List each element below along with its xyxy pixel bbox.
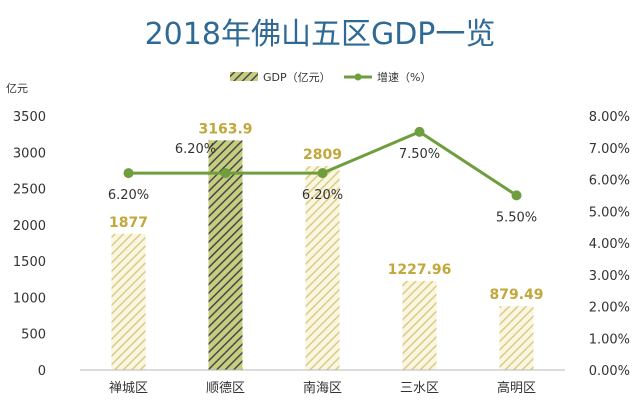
category-label: 顺德区 (206, 381, 245, 396)
gdp-value-label: 879.49 (489, 287, 543, 303)
y2-tick-label: 3.00% (589, 269, 630, 284)
y-tick-label: 500 (21, 328, 46, 343)
category-label: 禅城区 (109, 381, 148, 396)
gdp-bar (111, 233, 146, 370)
y2-tick-label: 8.00% (589, 110, 630, 125)
y-tick-label: 1000 (13, 291, 46, 306)
category-label: 高明区 (497, 380, 536, 396)
growth-point (414, 126, 425, 137)
growth-point (123, 168, 134, 179)
y-tick-label: 1500 (13, 255, 46, 270)
category-label: 三水区 (400, 381, 439, 396)
category-label: 南海区 (303, 380, 342, 396)
y-axis: 0 500 1000 1500 2000 2500 3000 3500 (13, 110, 46, 379)
gdp-bar (305, 166, 340, 370)
y2-tick-label: 5.00% (589, 205, 630, 220)
y2-tick-label: 7.00% (589, 142, 630, 157)
gdp-value-label: 3163.9 (198, 121, 252, 137)
growth-point (511, 190, 522, 201)
legend-gdp-swatch (230, 72, 258, 81)
gdp-bar (499, 306, 534, 370)
y-tick-label: 2000 (13, 219, 46, 234)
y2-axis: 0.00% 1.00% 2.00% 3.00% 4.00% 5.00% 6.00% 7.00%… (589, 110, 630, 379)
gdp-value-label: 1227.96 (388, 262, 452, 278)
growth-value-label: 6.20% (302, 188, 343, 203)
legend-gdp-label: GDP（亿元） (263, 71, 331, 84)
bars (111, 140, 534, 370)
y2-tick-label: 4.00% (589, 237, 630, 252)
growth-value-label: 6.20% (175, 142, 216, 157)
gdp-value-label: 2809 (303, 147, 342, 163)
growth-line (123, 126, 522, 201)
growth-value-labels: 6.20% 6.20% 6.20% 7.50% 5.50% (108, 142, 537, 225)
growth-value-label: 5.50% (496, 210, 537, 225)
gdp-value-label: 1877 (109, 215, 148, 231)
gdp-bar (402, 280, 437, 370)
y2-tick-label: 6.00% (589, 174, 630, 189)
growth-value-label: 6.20% (108, 188, 149, 203)
legend-rate-label: 增速（%） (377, 70, 431, 84)
legend-rate-swatch-marker (354, 73, 362, 81)
chart-title: 2018年佛山五区GDP一览 (145, 17, 496, 52)
y-axis-unit: 亿元 (6, 82, 28, 95)
y2-tick-label: 1.00% (589, 332, 630, 347)
y-tick-label: 2500 (13, 183, 46, 198)
y-tick-label: 3000 (13, 146, 46, 161)
legend: GDP（亿元） 增速（%） (230, 70, 431, 84)
y2-tick-label: 0.00% (589, 364, 630, 379)
y-tick-label: 0 (38, 364, 46, 379)
x-axis: 禅城区 顺德区 南海区 三水区 高明区 (109, 380, 536, 396)
bar-value-labels: 1877 3163.9 2809 1227.96 879.49 (109, 121, 544, 303)
growth-value-label: 7.50% (399, 147, 440, 162)
gdp-bar (208, 140, 243, 370)
growth-point (220, 168, 231, 179)
y-tick-label: 3500 (13, 110, 46, 125)
growth-point (317, 168, 328, 179)
y2-tick-label: 2.00% (589, 301, 630, 316)
